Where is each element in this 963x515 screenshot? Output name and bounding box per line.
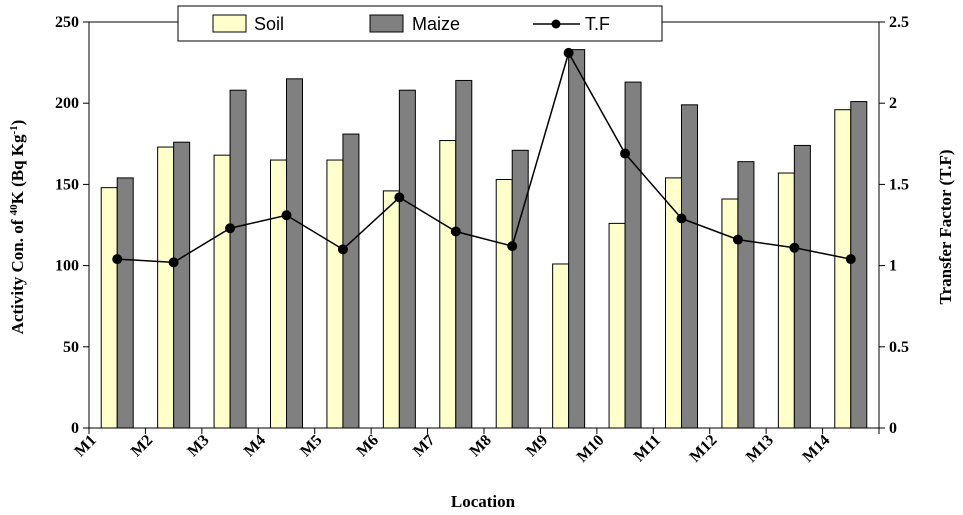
x-axis-title: Location xyxy=(451,492,516,511)
y2-axis-title: Transfer Factor (T.F) xyxy=(936,149,955,304)
tf-point-M7 xyxy=(450,226,461,237)
bar-soil-M3 xyxy=(213,154,231,429)
x-axis-ticks: M1 M2 M3 M4 M5 M6 M7 M8 M9 M10 M11 M12 M13 M14 xyxy=(71,428,880,466)
y-tick-label: 150 xyxy=(55,176,79,193)
y2-tick-label: 2 xyxy=(889,95,897,112)
tf-point-M14 xyxy=(845,254,856,265)
tf-point-M11 xyxy=(676,213,687,224)
tf-point-M9 xyxy=(563,47,574,58)
tf-point-M10 xyxy=(620,148,631,159)
y2-tick-label: 1.5 xyxy=(889,176,909,193)
legend-swatch-soil xyxy=(212,14,247,33)
y-tick-label: 50 xyxy=(63,339,79,356)
bar-maize-M2 xyxy=(173,141,191,429)
bar-soil-M7 xyxy=(439,140,457,429)
x-tick-label-M14: M14 xyxy=(799,432,833,466)
x-tick-label-M9: M9 xyxy=(523,432,551,460)
tf-point-M13 xyxy=(789,242,800,253)
y-tick-label: 200 xyxy=(55,95,79,112)
x-tick-label-M7: M7 xyxy=(410,432,438,460)
bar-soil-M5 xyxy=(326,159,344,429)
legend-swatch-maize xyxy=(369,14,404,33)
x-tick-label-M4: M4 xyxy=(241,432,269,460)
bar-soil-M8 xyxy=(495,179,513,429)
x-tick-label-M13: M13 xyxy=(743,432,777,466)
bar-soil-M14 xyxy=(834,109,852,429)
x-tick-label-M11: M11 xyxy=(631,432,664,465)
tf-point-M8 xyxy=(507,241,518,252)
bar-maize-M6 xyxy=(398,89,416,429)
bar-maize-M7 xyxy=(455,79,473,429)
y-axis-title: Activity Con. of 40K (Bq Kg-1) xyxy=(8,120,27,335)
bar-maize-M13 xyxy=(793,144,811,429)
x-tick-label-M8: M8 xyxy=(466,432,494,460)
tf-point-M3 xyxy=(225,223,236,234)
x-tick-label-M5: M5 xyxy=(297,432,325,460)
y-axis-right-ticks: 0 0.5 1 1.5 2 2.5 xyxy=(879,14,909,437)
bar-soil-M1 xyxy=(100,187,118,429)
bar-maize-M11 xyxy=(681,104,698,429)
x-tick-label-M3: M3 xyxy=(184,432,212,460)
bar-soil-M10 xyxy=(608,222,626,429)
bar-soil-M2 xyxy=(157,146,175,429)
bars-layer xyxy=(100,49,868,429)
y-tick-label: 0 xyxy=(71,420,79,437)
y2-tick-label: 0.5 xyxy=(889,339,909,356)
tf-point-M12 xyxy=(732,234,743,245)
bar-maize-M1 xyxy=(116,177,134,429)
bar-soil-M6 xyxy=(382,190,400,429)
bar-maize-M14 xyxy=(850,101,868,429)
tf-line-layer xyxy=(112,47,856,268)
bar-maize-M12 xyxy=(737,161,755,429)
legend: Soil Maize T.F xyxy=(177,5,663,42)
bar-maize-M9 xyxy=(568,49,586,429)
y2-tick-label: 1 xyxy=(889,258,897,275)
y-tick-label: 100 xyxy=(55,258,79,275)
tf-point-M2 xyxy=(168,257,179,268)
bar-maize-M10 xyxy=(624,81,642,429)
legend-box xyxy=(177,5,663,42)
bar-soil-M12 xyxy=(721,198,739,429)
bar-soil-M9 xyxy=(552,263,570,429)
legend-label-maize: Maize xyxy=(412,14,460,34)
bar-maize-M3 xyxy=(229,89,247,429)
y2-tick-label: 2.5 xyxy=(889,14,909,31)
bar-soil-M13 xyxy=(777,172,795,429)
x-tick-label-M6: M6 xyxy=(354,432,382,460)
tf-point-M6 xyxy=(394,192,405,203)
tf-point-M5 xyxy=(337,244,348,255)
bar-soil-M4 xyxy=(270,159,287,429)
tf-series-line xyxy=(117,50,851,264)
plot-area xyxy=(88,21,880,429)
x-tick-label-M12: M12 xyxy=(687,432,721,466)
tf-point-M4 xyxy=(281,210,292,221)
bar-maize-M8 xyxy=(511,149,529,429)
y-axis-left-ticks: 0 50 100 150 200 250 xyxy=(55,14,89,437)
bar-maize-M5 xyxy=(342,133,360,429)
plot-border xyxy=(88,21,880,429)
legend-marker-tf xyxy=(551,19,561,29)
legend-label-tf: T.F xyxy=(585,14,610,34)
y2-tick-label: 0 xyxy=(889,420,897,437)
bar-maize-M4 xyxy=(286,78,303,429)
legend-label-soil: Soil xyxy=(254,14,284,34)
x-tick-label-M10: M10 xyxy=(574,432,608,466)
y-tick-label: 250 xyxy=(55,14,79,31)
tf-point-M1 xyxy=(112,254,123,265)
x-tick-label-M2: M2 xyxy=(128,432,156,460)
